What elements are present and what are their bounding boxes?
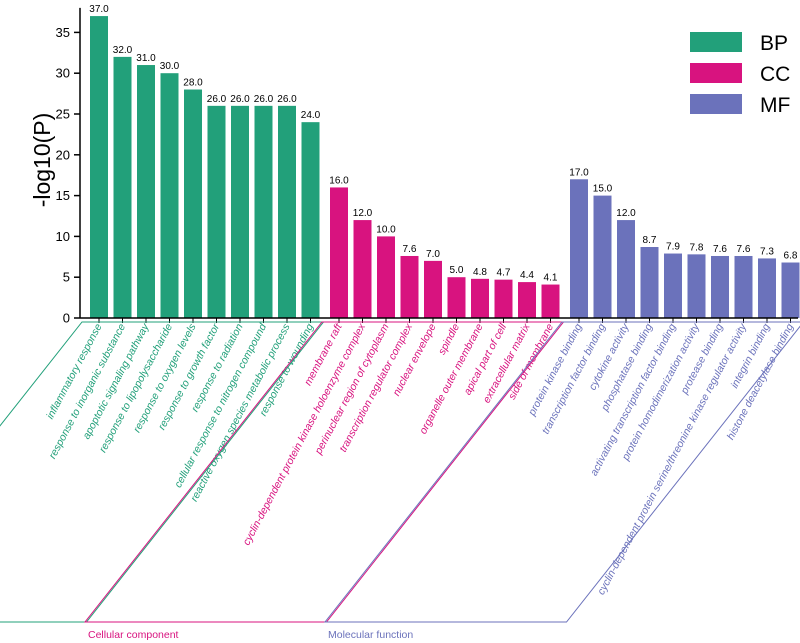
value-label: 26.0 <box>230 94 250 105</box>
bar-cc <box>518 282 536 318</box>
legend-label-mf: MF <box>760 94 790 117</box>
value-label: 6.8 <box>784 251 798 262</box>
value-label: 24.0 <box>301 110 321 121</box>
value-label: 30.0 <box>160 61 180 72</box>
value-label: 4.1 <box>544 273 558 284</box>
bar-cc <box>424 260 442 318</box>
group-box-bp <box>0 321 325 623</box>
value-label: 7.6 <box>403 244 417 255</box>
bar-mf <box>758 258 776 318</box>
y-axis: 0 5 10 15 20 25 30 35 <box>56 7 81 326</box>
legend-label-bp: BP <box>760 32 788 55</box>
value-label: 5.0 <box>450 265 464 276</box>
y-tick-label: 30 <box>56 66 70 81</box>
bar-bp <box>278 105 296 318</box>
value-label: 7.9 <box>666 242 680 253</box>
bar-mf <box>593 195 612 318</box>
value-label: 7.6 <box>713 244 727 255</box>
value-label: 7.8 <box>690 242 704 253</box>
value-label: 37.0 <box>89 4 109 15</box>
bar-cc <box>377 236 395 318</box>
value-label: 8.7 <box>643 235 657 246</box>
bar-bp <box>184 89 202 319</box>
y-tick-label: 5 <box>63 270 70 285</box>
group-box-cc <box>83 321 565 623</box>
legend-swatch-mf <box>690 94 742 114</box>
y-axis-title: -log10(P) <box>29 113 55 208</box>
value-label: 31.0 <box>136 53 156 64</box>
legend-swatch-cc <box>690 63 742 83</box>
y-tick-label: 25 <box>56 107 70 122</box>
bar-bp <box>231 105 249 318</box>
group-box-mf <box>323 321 800 623</box>
bar-cc <box>494 279 513 318</box>
bar-cc <box>541 284 560 318</box>
value-label: 7.6 <box>737 244 751 255</box>
bar-bp <box>301 122 320 318</box>
bar-bp <box>160 73 179 318</box>
bar-mf <box>570 179 588 318</box>
bar-cc <box>400 255 419 318</box>
value-label: 26.0 <box>207 94 227 105</box>
group-boxes-layer: Biological processCellular componentMole… <box>0 321 800 641</box>
value-label: 4.8 <box>473 267 487 278</box>
y-tick-label: 10 <box>56 229 70 244</box>
value-label: 28.0 <box>183 78 203 89</box>
bar-bp <box>254 105 273 318</box>
y-tick-label: 15 <box>56 188 70 203</box>
value-label: 16.0 <box>329 175 349 186</box>
bar-cc <box>353 220 372 318</box>
bar-mf <box>687 254 706 318</box>
y-tick-label: 35 <box>56 25 70 40</box>
value-label: 12.0 <box>353 208 373 219</box>
value-label: 32.0 <box>113 45 133 56</box>
value-label: 15.0 <box>593 184 613 195</box>
value-label: 7.0 <box>426 249 440 260</box>
bar-mf <box>640 247 659 318</box>
y-tick-label: 0 <box>63 311 70 326</box>
value-label: 26.0 <box>277 94 297 105</box>
bar-mf <box>734 255 753 318</box>
legend-swatch-bp <box>690 32 742 52</box>
bar-mf <box>617 220 635 318</box>
bar-cc <box>447 277 466 318</box>
bar-cc <box>471 278 489 318</box>
bars-layer: 37.032.031.030.028.026.0 26.0 26.0 26.024.0… <box>89 4 800 319</box>
group-label-mf: Molecular function <box>328 629 413 641</box>
bar-bp <box>90 16 108 319</box>
legend: BP CC MF <box>690 32 790 117</box>
value-label: 7.3 <box>760 246 774 257</box>
bar-mf <box>664 253 682 318</box>
legend-label-cc: CC <box>760 63 790 86</box>
bar-cc <box>330 187 348 318</box>
value-label: 17.0 <box>569 167 589 178</box>
y-tick-label: 20 <box>56 147 70 162</box>
bar-bp <box>207 105 226 318</box>
value-label: 10.0 <box>376 224 396 235</box>
bar-bp <box>113 56 132 318</box>
group-label-cc: Cellular component <box>88 629 179 641</box>
value-label: 4.7 <box>497 268 511 279</box>
value-label: 26.0 <box>254 94 274 105</box>
bar-bp <box>137 65 155 318</box>
value-label: 4.4 <box>520 270 534 281</box>
bar-mf <box>711 255 729 318</box>
bar-mf <box>781 262 800 318</box>
value-label: 12.0 <box>616 208 636 219</box>
